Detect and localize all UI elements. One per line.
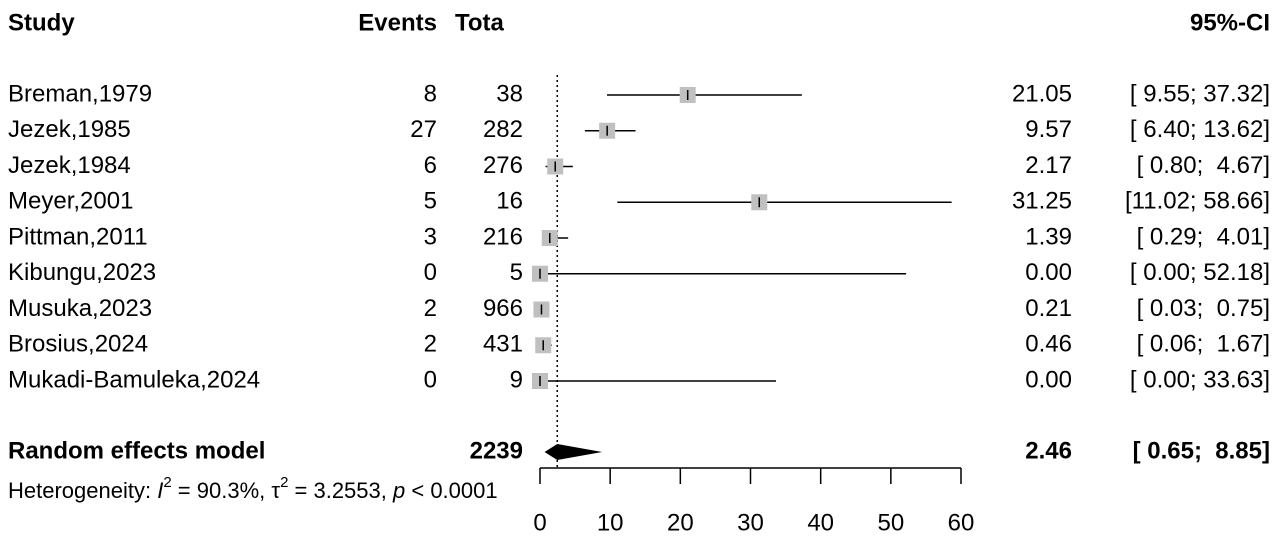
x-tick-label: 20 [667, 509, 694, 536]
heterogeneity: Heterogeneity: I2 = 90.3%, τ2 = 3.2553, … [8, 474, 498, 503]
x-tick-label: 30 [737, 509, 764, 536]
events: 27 [410, 116, 437, 143]
pooled-label: Random effects model [8, 437, 265, 464]
heterogeneity-part: I [157, 478, 163, 503]
ci-label: [ 0.00; 52.18] [1130, 259, 1270, 286]
estimate-label: 0.00 [1025, 366, 1072, 393]
ci-label: [11.02; 58.66] [1125, 188, 1270, 215]
events: 0 [424, 366, 437, 393]
estimate-label: 0.21 [1025, 295, 1072, 322]
heterogeneity-part: 2 [163, 474, 171, 491]
x-tick-label: 50 [877, 509, 904, 536]
total: 16 [496, 188, 523, 215]
study-name: Pittman,2011 [8, 223, 148, 250]
heterogeneity-part: Heterogeneity: [8, 478, 157, 503]
heterogeneity-part: 2 [280, 474, 288, 491]
pooled-diamond [544, 444, 603, 460]
events: 6 [424, 152, 437, 179]
estimate-label: 9.57 [1025, 116, 1072, 143]
study-name: Musuka,2023 [8, 295, 152, 322]
ci-label: [ 0.00; 33.63] [1130, 366, 1270, 393]
header-events: Events [358, 9, 437, 36]
ci-label: [ 6.40; 13.62] [1130, 116, 1270, 143]
study-name: Kibungu,2023 [8, 259, 156, 286]
header-total: Tota [455, 9, 505, 36]
heterogeneity-part: p [392, 478, 405, 503]
study-name: Jezek,1985 [8, 116, 131, 143]
estimate-label: 31.25 [1012, 188, 1072, 215]
events: 0 [424, 259, 437, 286]
total: 282 [483, 116, 523, 143]
estimate-label: 2.17 [1025, 152, 1072, 179]
ci-label: [ 0.06; 1.67] [1137, 331, 1270, 358]
total: 431 [483, 331, 523, 358]
ci-label: [ 0.03; 0.75] [1137, 295, 1270, 322]
study-name: Jezek,1984 [8, 152, 131, 179]
estimate-label: 1.39 [1025, 223, 1072, 250]
ci-label: [ 0.29; 4.01] [1137, 223, 1270, 250]
pooled-ci-label: [ 0.65; 8.85] [1133, 437, 1270, 464]
study-name: Mukadi-Bamuleka,2024 [8, 366, 260, 393]
x-tick-label: 40 [807, 509, 834, 536]
heterogeneity-part: τ [271, 478, 280, 503]
heterogeneity-part: = 90.3%, [172, 478, 272, 503]
total: 276 [483, 152, 523, 179]
heterogeneity-part: < 0.0001 [405, 478, 497, 503]
events: 8 [424, 80, 437, 107]
study-name: Brosius,2024 [8, 331, 148, 358]
estimate-label: 0.00 [1025, 259, 1072, 286]
header-ci: 95%-CI [1190, 9, 1270, 36]
total: 216 [483, 223, 523, 250]
total: 9 [510, 366, 523, 393]
ci-label: [ 0.80; 4.67] [1137, 152, 1270, 179]
pooled-total: 2239 [470, 437, 523, 464]
total: 5 [510, 259, 523, 286]
study-name: Meyer,2001 [8, 188, 133, 215]
x-tick-label: 0 [533, 509, 546, 536]
events: 2 [424, 331, 437, 358]
events: 3 [424, 223, 437, 250]
events: 2 [424, 295, 437, 322]
pooled-estimate-label: 2.46 [1025, 437, 1072, 464]
study-name: Breman,1979 [8, 80, 152, 107]
ci-label: [ 9.55; 37.32] [1130, 80, 1270, 107]
x-tick-label: 10 [597, 509, 624, 536]
heterogeneity-part: = 3.2553, [288, 478, 393, 503]
total: 38 [496, 80, 523, 107]
estimate-label: 0.46 [1025, 331, 1072, 358]
x-tick-label: 60 [948, 509, 975, 536]
estimate-label: 21.05 [1012, 80, 1072, 107]
header-study: Study [8, 9, 75, 36]
events: 5 [424, 188, 437, 215]
total: 966 [483, 295, 523, 322]
